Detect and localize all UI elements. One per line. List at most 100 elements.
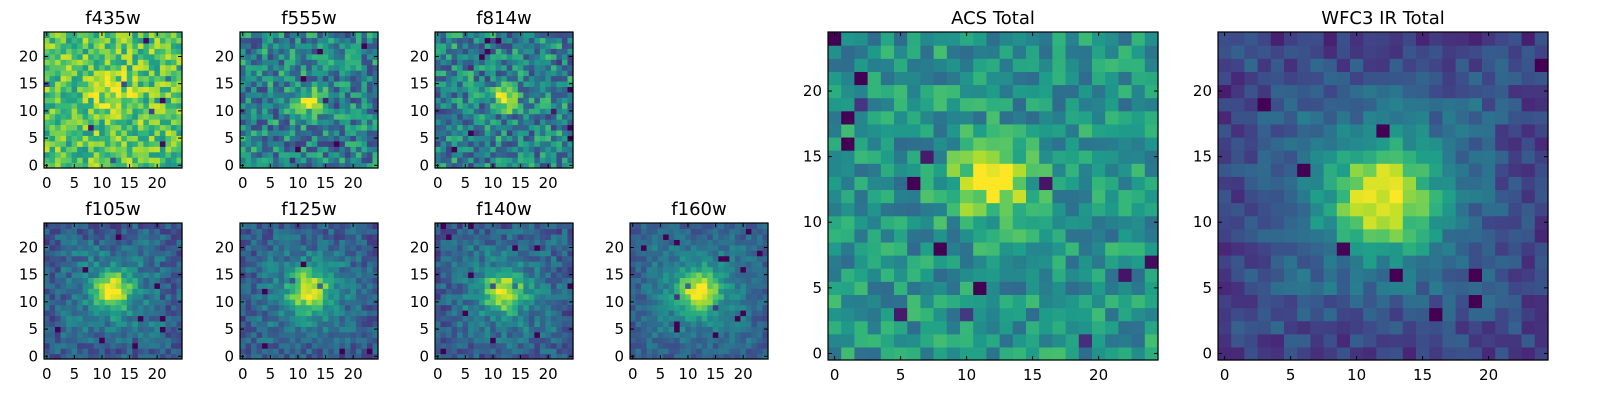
y-tick-label: 0 [419, 156, 429, 174]
heatmap-cell [451, 293, 458, 300]
heatmap-cell [446, 342, 453, 349]
heatmap-cell [143, 48, 150, 55]
heatmap-cell [165, 80, 172, 87]
heatmap-cell [512, 140, 519, 147]
heatmap-cell [355, 108, 363, 115]
heatmap-cell [854, 228, 869, 243]
heatmap-cell [712, 337, 719, 344]
heatmap-cell [490, 151, 497, 158]
heatmap-cell [550, 228, 558, 235]
heatmap-cell [1012, 294, 1027, 309]
heatmap-cell [300, 277, 307, 284]
heatmap-cell [729, 288, 736, 295]
heatmap-cell [284, 310, 291, 317]
heatmap-cell [567, 91, 574, 98]
heatmap-cell [278, 32, 285, 39]
heatmap-cell [679, 293, 686, 300]
heatmap-cell [88, 299, 95, 306]
heatmap-cell [99, 288, 106, 295]
heatmap-cell [165, 97, 172, 104]
heatmap-cell [690, 353, 697, 360]
heatmap-cell [440, 42, 447, 49]
heatmap-cell [322, 315, 329, 322]
heatmap-cell [273, 91, 280, 98]
heatmap-cell [501, 315, 508, 322]
heatmap-cell [506, 293, 513, 300]
heatmap-cell [635, 244, 642, 251]
heatmap-cell [121, 102, 128, 109]
heatmap-cell [99, 157, 106, 164]
heatmap-cell [355, 250, 363, 257]
heatmap-cell [561, 250, 569, 257]
heatmap-cell [333, 239, 340, 246]
heatmap-cell [300, 342, 307, 349]
heatmap-cell [333, 261, 340, 268]
heatmap-cell [490, 282, 497, 289]
heatmap-cell [60, 228, 67, 235]
heatmap-cell [115, 146, 122, 153]
heatmap-cell [143, 299, 150, 306]
heatmap-cell [170, 124, 178, 131]
heatmap-cell [110, 293, 117, 300]
heatmap-cell [561, 53, 569, 60]
heatmap-cell [284, 277, 291, 284]
heatmap-cell [295, 64, 302, 71]
heatmap-cell [344, 97, 351, 104]
heatmap-cell [93, 315, 100, 322]
heatmap-cell [317, 337, 324, 344]
heatmap-cell [361, 48, 368, 55]
heatmap-cell [71, 250, 78, 257]
heatmap-cell [143, 162, 150, 169]
heatmap-cell [300, 48, 307, 55]
heatmap-cell [93, 151, 100, 158]
heatmap-cell [539, 304, 546, 311]
heatmap-cell [273, 233, 280, 240]
heatmap-cell [88, 228, 95, 235]
heatmap-cell [756, 304, 764, 311]
heatmap-cell [317, 261, 324, 268]
heatmap-cell [344, 53, 351, 60]
heatmap-cell [355, 53, 363, 60]
heatmap-cell [240, 146, 247, 153]
heatmap-cell [132, 337, 139, 344]
heatmap-cell [311, 244, 318, 251]
heatmap-cell [512, 135, 519, 142]
heatmap-cell [311, 261, 318, 268]
heatmap-cell [550, 108, 558, 115]
heatmap-cell [317, 331, 324, 338]
heatmap-cell [251, 342, 258, 349]
heatmap-cell [561, 48, 569, 55]
y-tick-label: 0 [28, 347, 38, 365]
heatmap-cell [306, 140, 313, 147]
heatmap-cell [322, 37, 329, 44]
heatmap-cell [484, 135, 491, 142]
heatmap-cell [446, 271, 453, 278]
heatmap-cell [740, 331, 747, 338]
heatmap-cell [306, 162, 313, 169]
heatmap-cell [756, 342, 764, 349]
heatmap-cell [148, 244, 155, 251]
heatmap-cell [121, 233, 128, 240]
heatmap-cell [1039, 241, 1053, 256]
heatmap-cell [1092, 228, 1106, 243]
heatmap-cell [550, 59, 558, 66]
heatmap-cell [165, 37, 172, 44]
heatmap-cell [137, 293, 144, 300]
heatmap-cell [920, 228, 935, 243]
heatmap-cell [311, 53, 318, 60]
heatmap-cell [740, 250, 747, 257]
heatmap-cell [501, 53, 508, 60]
heatmap-cell [473, 157, 480, 164]
heatmap-cell [457, 157, 464, 164]
heatmap-cell [278, 75, 285, 82]
heatmap-cell [556, 119, 563, 126]
heatmap-cell [679, 315, 686, 322]
heatmap-cell [165, 59, 172, 66]
heatmap-cell [1052, 176, 1067, 191]
heatmap-cell [44, 228, 51, 235]
heatmap-cell [484, 255, 491, 262]
heatmap-cell [361, 53, 368, 60]
heatmap-cell [501, 80, 508, 87]
heatmap-cell [550, 293, 558, 300]
heatmap-cell [49, 86, 56, 93]
